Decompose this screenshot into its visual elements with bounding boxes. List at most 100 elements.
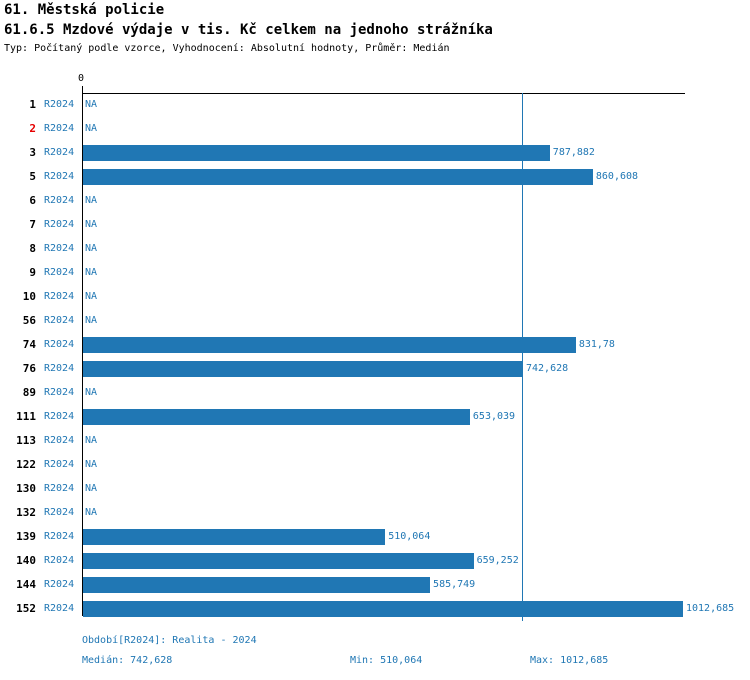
row-id-label: 7	[29, 218, 36, 231]
row-id-label: 132	[16, 506, 36, 519]
row-period-label: R2024	[44, 411, 75, 422]
table-row[interactable]: 122 R2024 NA	[0, 453, 750, 477]
chart-title: 61.6.5 Mzdové výdaje v tis. Kč celkem na…	[4, 22, 493, 38]
row-id-label: 140	[16, 554, 36, 567]
row-id-label: 89	[22, 386, 36, 399]
bar-value-label: 831,78	[578, 339, 615, 350]
bar[interactable]	[83, 169, 593, 185]
table-row[interactable]: 113 R2024 NA	[0, 429, 750, 453]
table-row[interactable]: 74 R2024 831,78	[0, 333, 750, 357]
row-id-label: 139	[16, 530, 36, 543]
row-period-label: R2024	[44, 387, 75, 398]
row-id-label: 8	[29, 242, 36, 255]
row-na-label: NA	[85, 435, 98, 446]
row-id-label: 76	[22, 362, 36, 375]
table-row[interactable]: 7 R2024 NA	[0, 213, 750, 237]
row-na-label: NA	[85, 243, 98, 254]
bar-value-label: 585,749	[433, 579, 476, 590]
table-row[interactable]: 2 R2024 NA	[0, 117, 750, 141]
bar-value-label: 787,882	[552, 147, 595, 158]
bar[interactable]	[83, 601, 683, 617]
row-id-label: 9	[29, 266, 36, 279]
chart-subtitle: Typ: Počítaný podle vzorce, Vyhodnocení:…	[4, 43, 450, 54]
row-id-label: 2	[29, 122, 36, 135]
bar[interactable]	[83, 337, 576, 353]
row-id-label: 10	[22, 290, 36, 303]
row-period-label: R2024	[44, 531, 75, 542]
row-id-label: 111	[16, 410, 36, 423]
row-id-label: 130	[16, 482, 36, 495]
row-id-label: 3	[29, 146, 36, 159]
table-row[interactable]: 89 R2024 NA	[0, 381, 750, 405]
row-period-label: R2024	[44, 459, 75, 470]
row-na-label: NA	[85, 483, 98, 494]
row-period-label: R2024	[44, 291, 75, 302]
bar[interactable]	[83, 145, 550, 161]
axis-left-line	[82, 86, 83, 616]
table-row[interactable]: 56 R2024 NA	[0, 309, 750, 333]
table-row[interactable]: 10 R2024 NA	[0, 285, 750, 309]
table-row[interactable]: 76 R2024 742,628	[0, 357, 750, 381]
table-row[interactable]: 144 R2024 585,749	[0, 573, 750, 597]
row-na-label: NA	[85, 123, 98, 134]
table-row[interactable]: 6 R2024 NA	[0, 189, 750, 213]
median-reference-line	[521, 93, 523, 621]
row-period-label: R2024	[44, 603, 75, 614]
stat-min: Min: 510,064	[350, 655, 423, 666]
axis-zero-tick	[82, 86, 83, 94]
table-row[interactable]: 139 R2024 510,064	[0, 525, 750, 549]
period-legend: Období[R2024]: Realita - 2024	[82, 635, 257, 646]
bar-value-label: 659,252	[476, 555, 519, 566]
table-row[interactable]: 5 R2024 860,608	[0, 165, 750, 189]
bar[interactable]	[83, 529, 386, 545]
row-period-label: R2024	[44, 435, 75, 446]
table-row[interactable]: 130 R2024 NA	[0, 477, 750, 501]
row-period-label: R2024	[44, 267, 75, 278]
bar[interactable]	[83, 409, 470, 425]
row-na-label: NA	[85, 291, 98, 302]
stats-row: Medián: 742,628 Min: 510,064 Max: 1012,6…	[82, 654, 702, 668]
row-id-label: 74	[22, 338, 36, 351]
row-id-label: 122	[16, 458, 36, 471]
bar-value-label: 653,039	[472, 411, 516, 422]
row-id-label: 152	[16, 602, 36, 615]
table-row[interactable]: 9 R2024 NA	[0, 261, 750, 285]
row-period-label: R2024	[44, 363, 75, 374]
table-row[interactable]: 111 R2024 653,039	[0, 405, 750, 429]
row-period-label: R2024	[44, 195, 75, 206]
bar-value-label: 1012,685	[686, 603, 735, 614]
table-row[interactable]: 132 R2024 NA	[0, 501, 750, 525]
table-row[interactable]: 140 R2024 659,252	[0, 549, 750, 573]
row-period-label: R2024	[44, 147, 75, 158]
row-period-label: R2024	[44, 579, 75, 590]
row-na-label: NA	[85, 99, 98, 110]
table-row[interactable]: 8 R2024 NA	[0, 237, 750, 261]
row-id-label: 144	[16, 578, 36, 591]
row-period-label: R2024	[44, 339, 75, 350]
row-id-label: 1	[29, 98, 36, 111]
row-period-label: R2024	[44, 171, 75, 182]
row-id-label: 6	[29, 194, 36, 207]
bar-value-label: 860,608	[595, 171, 639, 182]
row-na-label: NA	[85, 507, 98, 518]
table-row[interactable]: 1 R2024 NA	[0, 93, 750, 117]
bar-value-label: 742,628	[525, 363, 569, 374]
row-period-label: R2024	[44, 507, 75, 518]
page-title: 61. Městská policie	[4, 2, 165, 18]
row-period-label: R2024	[44, 315, 75, 326]
row-period-label: R2024	[44, 123, 75, 134]
row-period-label: R2024	[44, 99, 75, 110]
axis-zero-tick-label: 0	[78, 73, 85, 84]
bar[interactable]	[83, 553, 474, 569]
stat-max: Max: 1012,685	[530, 655, 609, 666]
row-na-label: NA	[85, 387, 98, 398]
table-row[interactable]: 152 R2024 1012,685	[0, 597, 750, 621]
row-id-label: 5	[29, 170, 36, 183]
table-row[interactable]: 3 R2024 787,882	[0, 141, 750, 165]
bar[interactable]	[83, 577, 431, 593]
bar[interactable]	[83, 361, 523, 377]
row-na-label: NA	[85, 459, 98, 470]
row-period-label: R2024	[44, 219, 75, 230]
row-period-label: R2024	[44, 483, 75, 494]
